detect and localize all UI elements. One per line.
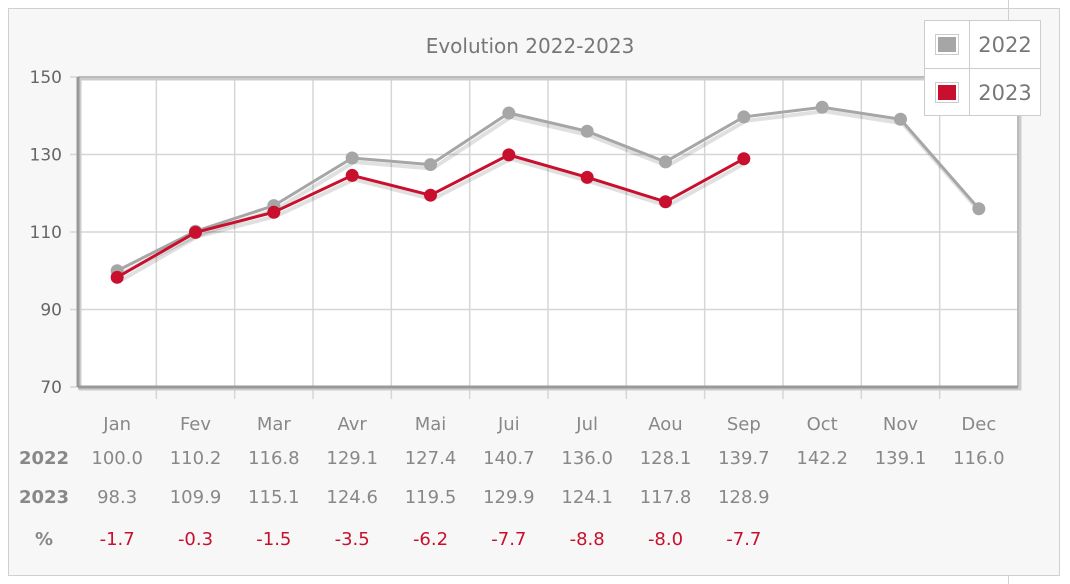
data-point-2022 (815, 100, 829, 114)
data-point-2022 (737, 110, 751, 124)
value-2022: 142.2 (796, 448, 848, 469)
data-point-2022 (659, 155, 672, 169)
x-tick-label: Jan (103, 414, 132, 435)
divider (1008, 0, 1009, 20)
value-2023: 124.1 (561, 487, 613, 508)
y-tick-label: 150 (30, 68, 62, 88)
value-2022: 140.7 (483, 448, 535, 469)
value-2023: 128.9 (718, 487, 770, 508)
pct-change: -7.7 (726, 529, 762, 550)
value-2023: 115.1 (248, 487, 300, 508)
row-label: 2023 (18, 487, 70, 508)
value-2023: 129.9 (483, 487, 535, 508)
pct-change: -3.5 (334, 529, 370, 550)
value-2023: 98.3 (97, 487, 138, 508)
plot-shadow (78, 77, 1022, 391)
data-point-2023 (580, 170, 594, 184)
x-tick-label: Dec (961, 414, 997, 435)
x-tick-label: Fev (179, 414, 212, 435)
x-tick-label: Aou (648, 414, 683, 435)
row-label: % (34, 529, 54, 550)
y-tick-label: 130 (30, 146, 62, 166)
pct-change: -7.7 (491, 529, 527, 550)
value-2023: 117.8 (639, 487, 692, 508)
x-tick-label: Oct (806, 414, 838, 435)
data-point-2022 (345, 151, 359, 165)
value-2022: 139.7 (718, 448, 770, 469)
row-label: 2022 (18, 448, 70, 469)
data-point-2023 (502, 148, 516, 162)
x-tick-label: Avr (337, 414, 367, 435)
x-tick-label: Mar (256, 414, 291, 435)
divider (1008, 576, 1009, 584)
value-2022: 110.2 (169, 448, 222, 469)
legend-item-2023[interactable]: 2023 (925, 69, 1040, 116)
data-point-2023 (737, 152, 751, 166)
legend: 2022 2023 (924, 20, 1041, 116)
data-point-2023 (659, 195, 672, 209)
value-2023: 124.6 (326, 487, 378, 508)
series-line-2022 (116, 105, 980, 273)
data-point-2022 (424, 158, 437, 172)
legend-label: 2023 (978, 80, 1032, 105)
value-2022: 128.1 (639, 448, 692, 469)
value-2023: 109.9 (169, 487, 222, 508)
value-2023: 119.5 (404, 487, 457, 508)
legend-item-2022[interactable]: 2022 (925, 21, 1040, 69)
x-tick-label: Mai (414, 414, 447, 435)
legend-swatch-2022 (935, 34, 959, 55)
value-2022: 129.1 (326, 448, 378, 469)
legend-swatch-2023 (935, 82, 959, 103)
data-point-2023 (189, 225, 202, 239)
y-tick-label: 90 (40, 301, 62, 321)
value-2022: 139.1 (874, 448, 927, 469)
data-point-2023 (110, 270, 124, 284)
x-tick-label: Nov (882, 414, 919, 435)
pct-change: -8.0 (647, 529, 684, 550)
pct-change: -1.5 (256, 529, 292, 550)
data-point-2022 (502, 106, 516, 120)
chart-title: Evolution 2022-2023 (426, 34, 635, 58)
data-point-2022 (580, 124, 594, 138)
pct-change: -0.3 (177, 529, 214, 550)
pct-change: -8.8 (569, 529, 605, 550)
value-2022: 127.4 (404, 448, 457, 469)
legend-label: 2022 (978, 32, 1032, 57)
value-2022: 116.0 (953, 448, 1005, 469)
data-point-2023 (424, 188, 437, 202)
value-2022: 116.8 (248, 448, 300, 469)
data-point-2023 (345, 168, 359, 182)
x-tick-label: Jul (576, 414, 599, 435)
data-point-2023 (267, 205, 281, 219)
x-tick-label: Jui (497, 414, 520, 435)
x-tick-label: Sep (726, 414, 761, 435)
y-tick-label: 70 (40, 378, 62, 398)
pct-change: -1.7 (99, 529, 135, 550)
data-point-2022 (894, 112, 907, 126)
pct-change: -6.2 (412, 529, 449, 550)
y-tick-label: 110 (30, 223, 62, 243)
value-2022: 136.0 (561, 448, 613, 469)
value-2022: 100.0 (91, 448, 143, 469)
data-point-2022 (972, 202, 986, 216)
